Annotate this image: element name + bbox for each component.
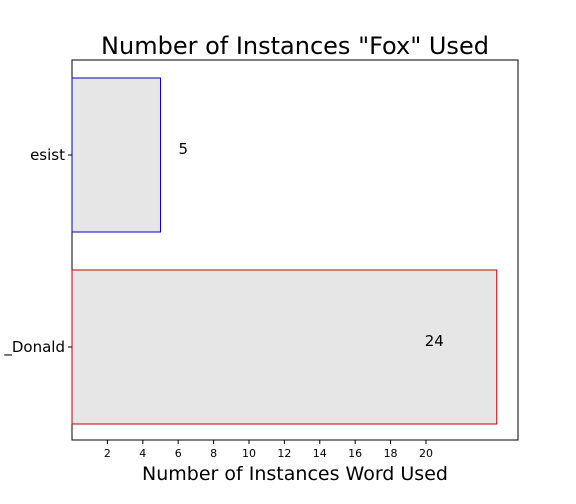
data-label: 24 bbox=[425, 332, 444, 350]
data-label: 5 bbox=[178, 140, 188, 158]
plot-area bbox=[71, 59, 519, 441]
chart-title: Number of Instances "Fox" Used bbox=[101, 32, 489, 60]
x-tick-label: 10 bbox=[242, 447, 256, 460]
x-tick-label: 4 bbox=[139, 447, 146, 460]
y-tick-label: _Donald bbox=[3, 338, 65, 357]
x-tick-label: 12 bbox=[277, 447, 291, 460]
bar-esist bbox=[71, 77, 161, 233]
x-tick-label: 16 bbox=[348, 447, 362, 460]
x-tick-label: 8 bbox=[210, 447, 217, 460]
x-tick-label: 20 bbox=[419, 447, 433, 460]
x-tick-label: 18 bbox=[384, 447, 398, 460]
x-axis-label: Number of Instances Word Used bbox=[142, 463, 448, 485]
x-tick-label: 6 bbox=[175, 447, 182, 460]
x-tick-label: 2 bbox=[104, 447, 111, 460]
x-tick-label: 14 bbox=[313, 447, 327, 460]
bar-donald bbox=[71, 269, 498, 425]
y-tick-label: esist bbox=[30, 146, 65, 164]
